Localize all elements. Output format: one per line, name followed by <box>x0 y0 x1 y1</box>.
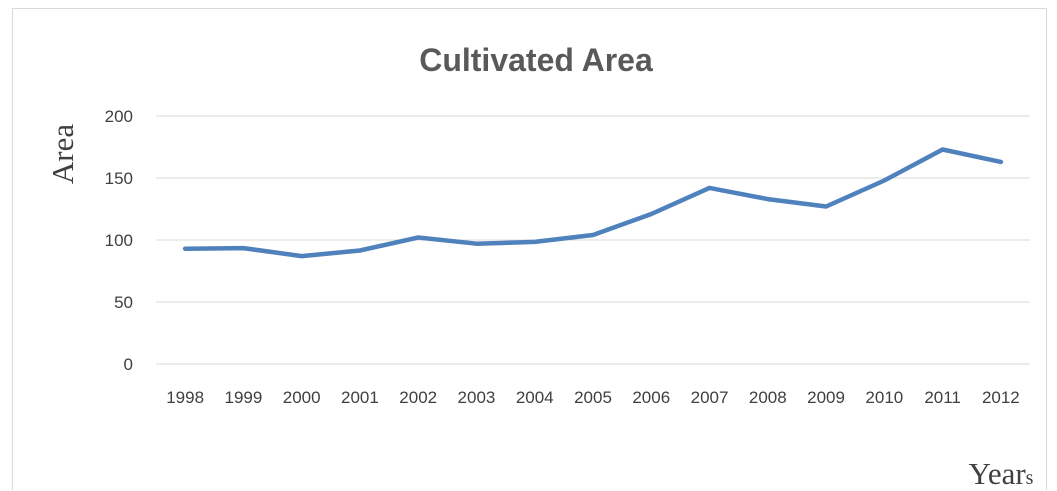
x-tick-label-2007: 2007 <box>691 388 729 407</box>
y-tick-label: 0 <box>124 355 133 374</box>
x-tick-label-2004: 2004 <box>516 388 554 407</box>
y-axis-ticks: 0 50 100 150 200 <box>105 107 133 374</box>
x-tick-label-2003: 2003 <box>458 388 496 407</box>
x-tick-label-1998: 1998 <box>166 388 204 407</box>
x-tick-label-2001: 2001 <box>341 388 379 407</box>
x-tick-label-2002: 2002 <box>399 388 437 407</box>
x-tick-label-1999: 1999 <box>224 388 262 407</box>
x-tick-label-2005: 2005 <box>574 388 612 407</box>
line-chart: Cultivated Area 0 50 100 150 200 1998 1999 200… <box>45 42 1034 491</box>
series-line-0 <box>182 147 1004 259</box>
y-tick-label: 150 <box>105 169 133 188</box>
y-tick-label: 100 <box>105 231 133 250</box>
x-tick-label-2006: 2006 <box>632 388 670 407</box>
x-axis-label: Years <box>969 456 1034 491</box>
x-tick-label-2009: 2009 <box>807 388 845 407</box>
y-axis-label: Area <box>45 124 80 184</box>
series-layer <box>182 147 1004 259</box>
gridlines <box>156 115 1030 365</box>
y-tick-label: 200 <box>105 107 133 126</box>
x-tick-label-2011: 2011 <box>924 388 961 407</box>
x-tick-label-2000: 2000 <box>283 388 321 407</box>
x-tick-label-2010: 2010 <box>865 388 903 407</box>
x-tick-label-2012: 2012 <box>982 388 1020 407</box>
x-axis-ticks: 1998 1999 2000 2001 2002 2003 2004 2005 2006 2007… <box>166 388 1020 407</box>
y-tick-label: 50 <box>114 293 133 312</box>
chart-frame: Cultivated Area 0 50 100 150 200 1998 1999 200… <box>12 8 1047 491</box>
chart-title: Cultivated Area <box>419 42 653 78</box>
x-tick-label-2008: 2008 <box>749 388 787 407</box>
